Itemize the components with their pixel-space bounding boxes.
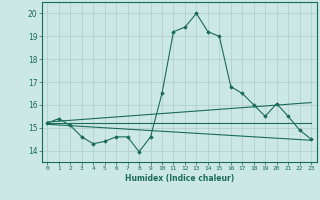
X-axis label: Humidex (Indice chaleur): Humidex (Indice chaleur)	[124, 174, 234, 183]
